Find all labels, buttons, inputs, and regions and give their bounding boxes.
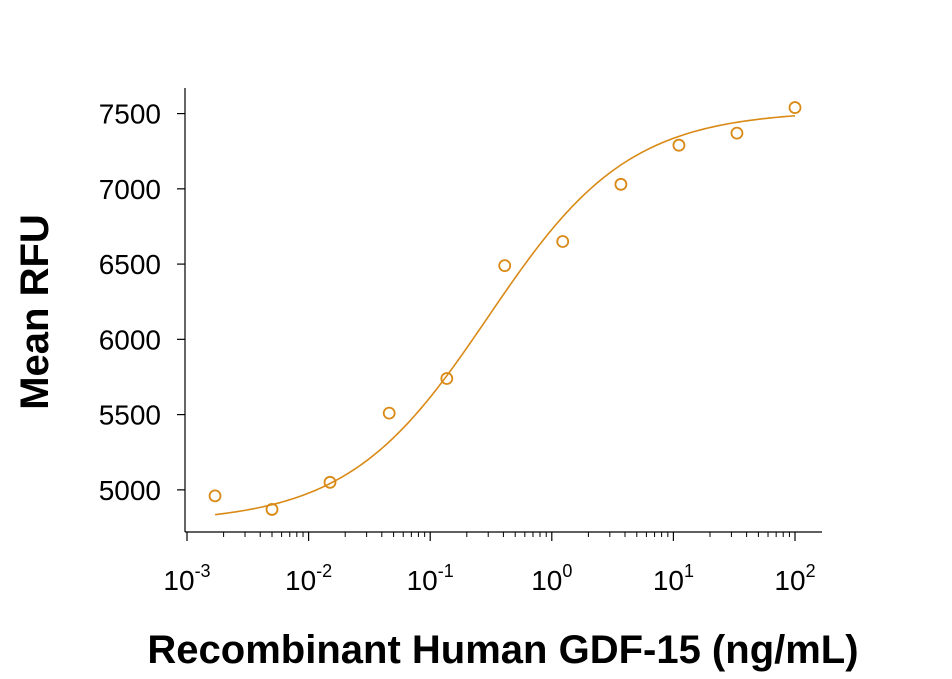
x-tick-label: 10-3 [163,561,210,596]
y-tick-label: 7000 [99,174,161,205]
x-tick-label-base: 10 [531,565,562,596]
x-tick-label-exponent: 2 [806,561,816,581]
data-point [265,503,279,516]
x-tick-label: 101 [653,561,694,596]
data-points [208,101,802,516]
y-tick-label: 6000 [99,324,161,355]
data-point [382,406,396,420]
x-tick-label-base: 10 [407,565,438,596]
x-tick-label-base: 10 [285,565,316,596]
x-tick-label-exponent: -1 [438,561,454,581]
data-point [672,138,686,152]
y-tick-label: 6500 [99,249,161,280]
data-point [323,475,337,489]
data-point [208,489,222,503]
y-axis-ticks: 5000 5500 6000 6500 7000 7500 [99,99,185,506]
data-point [498,259,512,273]
x-tick-label: 100 [531,561,572,596]
x-tick-label-base: 10 [774,565,805,596]
x-axis-title: Recombinant Human GDF-15 (ng/mL) [147,628,858,672]
x-axis-ticks: 10-3 10-2 10-1 100 101 102 [163,532,816,596]
x-tick-label-exponent: 1 [684,561,694,581]
data-point [556,235,570,248]
y-axis-title: Mean RFU [13,214,57,410]
fit-curve [214,115,796,516]
axes [184,88,822,533]
x-tick-label-exponent: 0 [562,561,572,581]
x-tick-label: 10-2 [285,561,332,596]
x-tick-label-base: 10 [653,565,684,596]
x-tick-label-base: 10 [163,565,194,596]
data-point [440,372,454,385]
x-tick-label-exponent: -2 [316,561,332,581]
data-point [730,126,744,140]
y-tick-label: 5000 [99,475,161,506]
y-tick-label: 7500 [99,99,161,130]
data-point [788,101,802,114]
data-point [614,177,628,191]
y-tick-label: 5500 [99,400,161,431]
x-tick-label: 102 [774,561,815,596]
x-tick-label: 10-1 [407,561,454,596]
x-tick-label-exponent: -3 [195,561,211,581]
